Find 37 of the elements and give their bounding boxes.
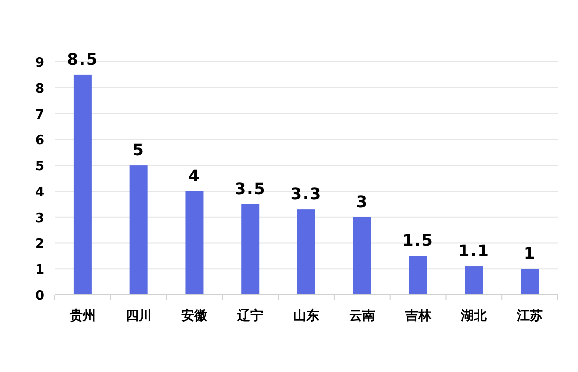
data-label: 1 [524, 244, 536, 264]
x-tick-label: 安徽 [182, 308, 209, 324]
bar [130, 166, 148, 295]
y-tick-label: 8 [35, 82, 45, 97]
x-tick-label: 江苏 [516, 309, 544, 324]
data-label: 4 [188, 166, 201, 186]
bar [242, 204, 260, 295]
data-label: 1.1 [458, 242, 490, 261]
x-tick-label: 四川 [126, 309, 152, 324]
x-tick-label: 吉林 [404, 309, 432, 324]
data-label: 5 [132, 140, 145, 160]
bar [74, 74, 92, 295]
y-tick-label: 4 [35, 185, 45, 200]
bar [186, 191, 204, 295]
y-tick-label: 9 [35, 56, 45, 71]
y-tick-label: 0 [35, 289, 45, 304]
x-tick-label: 云南 [349, 309, 376, 324]
data-label: 1.5 [402, 231, 434, 250]
data-label: 3.3 [290, 184, 322, 204]
bar [298, 210, 316, 295]
x-tick-label: 山东 [294, 308, 320, 324]
x-tick-label: 辽宁 [236, 308, 264, 324]
y-tick-label: 6 [35, 134, 45, 149]
bar [465, 266, 484, 295]
y-tick-label: 5 [35, 160, 45, 175]
x-tick-label: 湖北 [460, 309, 488, 324]
y-tick-label: 2 [35, 237, 45, 252]
y-tick-label: 7 [35, 108, 45, 123]
bar [521, 269, 540, 295]
y-tick-label: 1 [35, 263, 45, 278]
y-tick-label: 3 [35, 211, 45, 226]
bar [409, 256, 428, 295]
bar [353, 217, 372, 295]
data-label: 3 [356, 192, 368, 212]
x-tick-label: 贵州 [68, 308, 96, 324]
data-label: 3.5 [234, 179, 266, 198]
data-label: 8.5 [67, 50, 99, 69]
